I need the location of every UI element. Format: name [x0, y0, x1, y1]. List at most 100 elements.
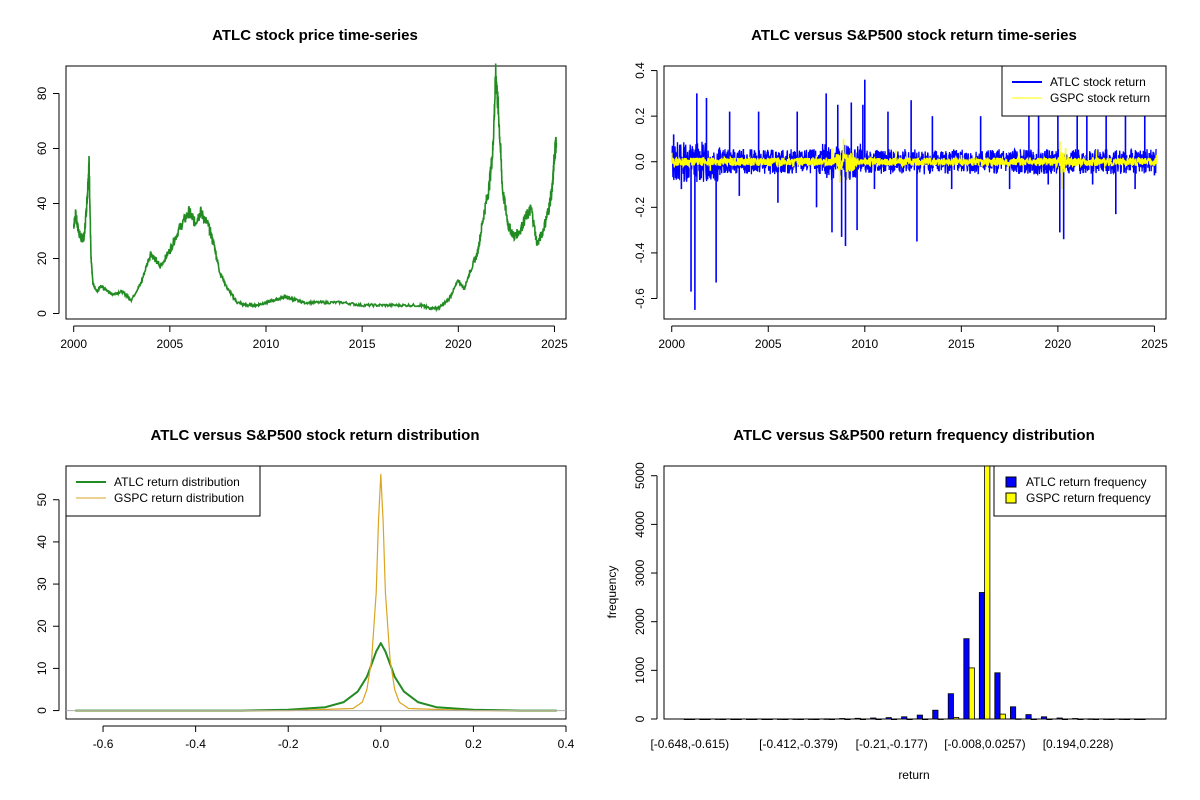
density-y-tick-label: 20 — [35, 619, 49, 633]
histogram-legend-swatch — [1005, 492, 1017, 504]
atlc-frequency-bar — [1025, 714, 1032, 720]
atlc-frequency-bar — [1103, 718, 1110, 720]
price-x-tick-label: 2005 — [156, 337, 183, 351]
histogram-x-tick-label: [-0.412,-0.379) — [759, 737, 838, 751]
density-x-tick-label: -0.2 — [278, 737, 299, 751]
atlc-frequency-bar — [916, 714, 923, 720]
price-y-tick-label: 60 — [35, 142, 49, 156]
atlc-frequency-bar — [714, 718, 721, 720]
price-x-tick-label: 2000 — [60, 337, 87, 351]
returns-y-tick-label: 0.2 — [633, 107, 647, 124]
atlc-frequency-bar — [823, 718, 830, 720]
gspc-frequency-bar — [828, 718, 835, 721]
gspc-return-series-line — [670, 149, 1158, 174]
price-panel: ATLC stock price time-series 2000 2005 201… — [35, 27, 568, 351]
histogram-legend-box — [993, 465, 1167, 517]
returns-chart-title: ATLC versus S&P500 stock return time-ser… — [751, 27, 1077, 44]
returns-x-tick-label: 2005 — [755, 337, 782, 351]
gspc-frequency-bar — [782, 718, 789, 721]
atlc-frequency-bar — [947, 693, 954, 720]
histogram-marks: 0 1000 2000 3000 4000 5000 [-0.648,-0.615) [-0.… — [633, 462, 1167, 751]
price-y-tick-label: 20 — [35, 252, 49, 266]
histogram-x-axis-label: return — [898, 768, 929, 782]
histogram-y-tick-label: 5000 — [633, 462, 647, 489]
atlc-frequency-bar — [963, 638, 970, 720]
gspc-frequency-bar — [766, 718, 773, 721]
density-legend-label: ATLC return distribution — [114, 475, 240, 489]
returns-legend-box — [1001, 65, 1167, 117]
histogram-x-tick-label: [-0.008,0.0257) — [944, 737, 1025, 751]
atlc-frequency-bar — [870, 717, 877, 720]
gspc-frequency-bar — [875, 718, 882, 721]
atlc-frequency-bar — [854, 717, 861, 720]
gspc-frequency-bar — [751, 718, 758, 721]
gspc-frequency-bar — [968, 667, 975, 720]
returns-y-tick-label: 0.4 — [633, 62, 647, 79]
atlc-frequency-bar — [978, 592, 985, 720]
price-marks: 2000 2005 2010 2015 2020 2025 0 20 40 60 80 — [35, 63, 568, 351]
returns-y-tick-label: -0.2 — [633, 197, 647, 218]
atlc-frequency-bar — [1041, 716, 1048, 720]
histogram-chart-title: ATLC versus S&P500 return frequency dist… — [733, 427, 1094, 444]
atlc-frequency-bar — [683, 718, 690, 721]
atlc-frequency-bar — [1010, 706, 1017, 720]
density-x-tick-label: 0.2 — [465, 737, 482, 751]
returns-plot-frame — [663, 65, 1167, 320]
gspc-frequency-bar — [1139, 718, 1146, 721]
atlc-frequency-bar — [761, 718, 768, 721]
gspc-frequency-bar — [1124, 718, 1131, 721]
density-y-tick-label: 30 — [35, 577, 49, 591]
histogram-x-tick-label: [-0.648,-0.615) — [650, 737, 729, 751]
returns-x-tick-label: 2020 — [1045, 337, 1072, 351]
histogram-x-tick-label: [0.194,0.228) — [1043, 737, 1114, 751]
price-series-line — [72, 63, 558, 313]
density-x-tick-label: 0.4 — [558, 737, 575, 751]
gspc-frequency-bar — [797, 718, 804, 721]
histogram-y-tick-label: 2000 — [633, 608, 647, 635]
price-x-tick-label: 2010 — [253, 337, 280, 351]
gspc-frequency-bar — [859, 718, 866, 721]
atlc-frequency-bar — [1118, 718, 1125, 720]
price-x-tick-label: 2020 — [445, 337, 472, 351]
atlc-frequency-bar — [994, 672, 1001, 720]
histogram-panel: ATLC versus S&P500 return frequency dist… — [605, 427, 1167, 782]
returns-legend-label: GSPC stock return — [1050, 91, 1150, 105]
atlc-frequency-bar — [839, 718, 846, 720]
histogram-y-tick-label: 0 — [633, 715, 647, 722]
returns-panel: ATLC versus S&P500 stock return time-ser… — [633, 27, 1168, 351]
price-y-tick-label: 0 — [35, 310, 49, 317]
histogram-y-tick-label: 3000 — [633, 559, 647, 586]
density-marks: -0.6 -0.4 -0.2 0.0 0.2 0.4 0 10 20 30 40 50 ATLC ret… — [35, 465, 575, 751]
atlc-frequency-bar — [1072, 718, 1079, 720]
density-x-tick-label: -0.6 — [93, 737, 114, 751]
histogram-x-tick-label: [-0.21,-0.177) — [856, 737, 928, 751]
gspc-frequency-bar — [937, 718, 944, 720]
returns-x-tick-label: 2000 — [658, 337, 685, 351]
density-y-tick-label: 0 — [35, 707, 49, 714]
histogram-legend-label: ATLC return frequency — [1026, 475, 1147, 489]
atlc-frequency-bar — [730, 718, 737, 721]
density-panel: ATLC versus S&P500 stock return distribu… — [35, 427, 575, 751]
returns-x-tick-label: 2010 — [851, 337, 878, 351]
atlc-frequency-bar — [699, 718, 706, 721]
gspc-frequency-bar — [813, 718, 820, 721]
histogram-y-tick-label: 1000 — [633, 657, 647, 684]
histogram-y-tick-label: 4000 — [633, 511, 647, 538]
gspc-frequency-bar — [735, 718, 742, 721]
returns-y-tick-label: -0.6 — [633, 288, 647, 309]
atlc-density-line — [75, 642, 557, 712]
density-y-tick-label: 50 — [35, 493, 49, 507]
returns-x-tick-label: 2025 — [1141, 337, 1168, 351]
gspc-frequency-bar — [844, 718, 851, 721]
density-y-tick-label: 10 — [35, 661, 49, 675]
gspc-frequency-bar — [1077, 718, 1084, 721]
atlc-frequency-bar — [808, 718, 815, 720]
gspc-frequency-bar — [1061, 718, 1069, 721]
gspc-frequency-bar — [984, 465, 991, 720]
returns-marks: 2000 2005 2010 2015 2020 2025 -0.6 -0.4 -0.2 0.0 0… — [633, 62, 1168, 351]
atlc-frequency-bar — [792, 718, 799, 720]
density-chart-title: ATLC versus S&P500 stock return distribu… — [151, 427, 480, 444]
gspc-frequency-bar — [922, 718, 929, 721]
atlc-frequency-bar — [1056, 717, 1063, 720]
